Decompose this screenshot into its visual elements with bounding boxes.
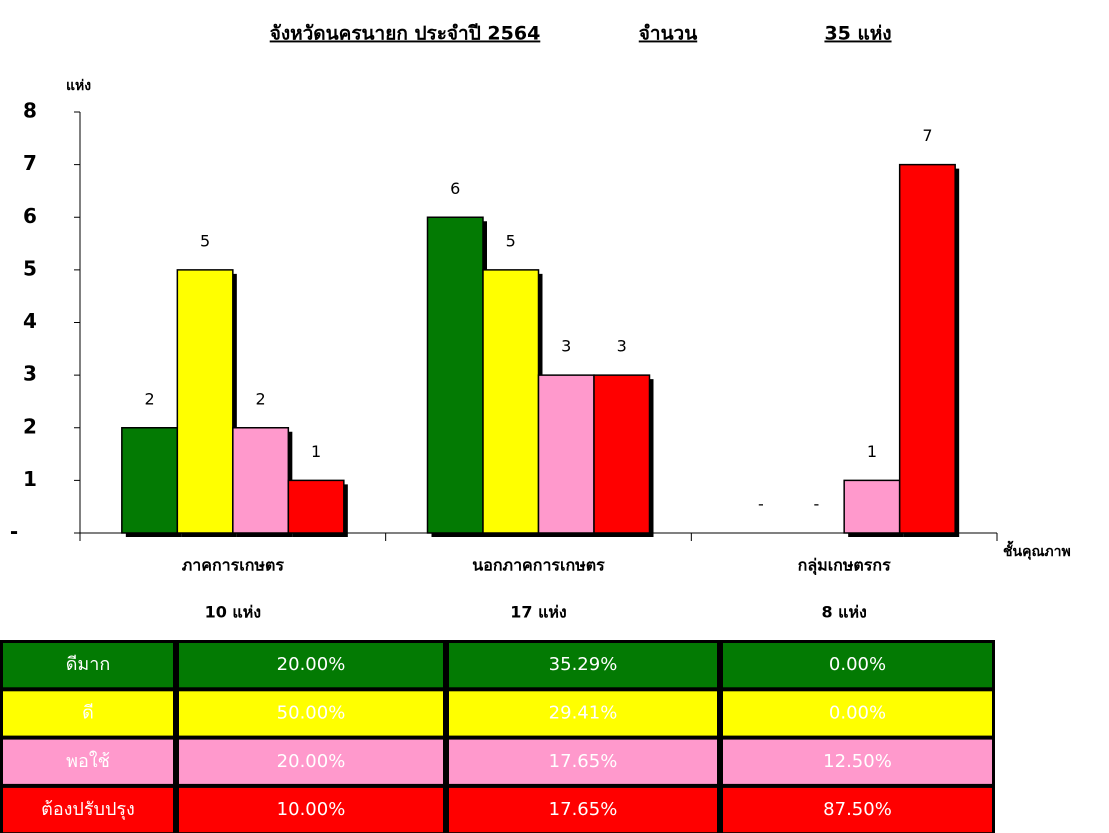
- value-label: 5: [200, 231, 210, 250]
- table-text: 17.65%: [549, 751, 618, 772]
- bar: [121, 427, 179, 534]
- value-label: 7: [922, 126, 932, 145]
- bar: [287, 479, 345, 534]
- table-text: 10.00%: [277, 799, 346, 820]
- value-label: 5: [506, 231, 516, 250]
- category-total: 8 แห่ง: [821, 603, 866, 622]
- table-text: 0.00%: [829, 702, 886, 723]
- table-text: 87.50%: [823, 799, 892, 820]
- table-cell: [449, 787, 717, 833]
- table-cell: [723, 691, 992, 736]
- value-label: 6: [450, 179, 460, 198]
- table-text: 17.65%: [549, 799, 618, 820]
- table-text: 35.29%: [549, 654, 618, 675]
- table-cell: [179, 643, 443, 688]
- bar: [232, 427, 290, 534]
- category-total: 10 แห่ง: [205, 603, 262, 622]
- y-tick-label: -: [10, 520, 18, 544]
- bar: [482, 269, 540, 534]
- table-text: ต้องปรับปรุง: [41, 799, 135, 820]
- value-label: 2: [144, 389, 154, 408]
- table-text: ดีมาก: [66, 654, 111, 675]
- table-text: 20.00%: [277, 654, 346, 675]
- table-text: 12.50%: [823, 751, 892, 772]
- table-cell: [3, 691, 173, 736]
- y-tick-label: 8: [23, 99, 37, 123]
- y-tick-label: 6: [23, 204, 37, 228]
- y-tick-label: 2: [23, 414, 37, 438]
- x-tick-label: นอกภาคการเกษตร: [472, 556, 605, 575]
- y-tick-label: 5: [23, 256, 37, 280]
- table-cell: [3, 643, 173, 688]
- bar: [843, 479, 901, 534]
- table-text: 50.00%: [277, 702, 346, 723]
- table-cell: [723, 643, 992, 688]
- y-tick-label: 1: [23, 467, 37, 491]
- bar: [593, 374, 651, 534]
- y-axis-label: แห่ง: [66, 78, 91, 94]
- chart-total: 35 แห่ง: [824, 23, 891, 45]
- bar: [176, 269, 234, 534]
- table-cell: [449, 643, 717, 688]
- table-cell: [179, 739, 443, 784]
- x-tick-label: กลุ่มเกษตรกร: [798, 556, 891, 576]
- y-tick-label: 7: [23, 151, 37, 175]
- y-tick-label: 4: [23, 309, 37, 333]
- table-cell: [449, 691, 717, 736]
- chart-title: จังหวัดนครนายก ประจำปี 2564: [270, 23, 541, 45]
- table-cell: [449, 739, 717, 784]
- table-text: ดี: [82, 702, 94, 723]
- table-cell: [179, 787, 443, 833]
- table-text: 29.41%: [549, 702, 618, 723]
- bar: [537, 374, 595, 534]
- y-tick-label: 3: [23, 362, 37, 386]
- table-cell: [723, 739, 992, 784]
- value-label: 1: [867, 442, 877, 461]
- value-label: 2: [255, 389, 265, 408]
- table-cell: [3, 787, 173, 833]
- x-axis-label: ชั้นคุณภาพ: [1003, 540, 1071, 560]
- table-text: 0.00%: [829, 654, 886, 675]
- table-text: 20.00%: [277, 751, 346, 772]
- value-label: 1: [311, 442, 321, 461]
- value-label: -: [814, 495, 820, 514]
- value-label: 3: [617, 337, 627, 356]
- table-cell: [723, 787, 992, 833]
- bar: [426, 216, 484, 534]
- table-cell: [3, 739, 173, 784]
- value-label: -: [758, 495, 764, 514]
- bar: [898, 163, 956, 534]
- x-tick-label: ภาคการเกษตร: [182, 556, 285, 575]
- table-cell: [179, 691, 443, 736]
- category-total: 17 แห่ง: [510, 603, 567, 622]
- value-label: 3: [561, 337, 571, 356]
- chart-subtitle: จำนวน: [639, 23, 697, 45]
- table-text: พอใช้: [66, 750, 110, 772]
